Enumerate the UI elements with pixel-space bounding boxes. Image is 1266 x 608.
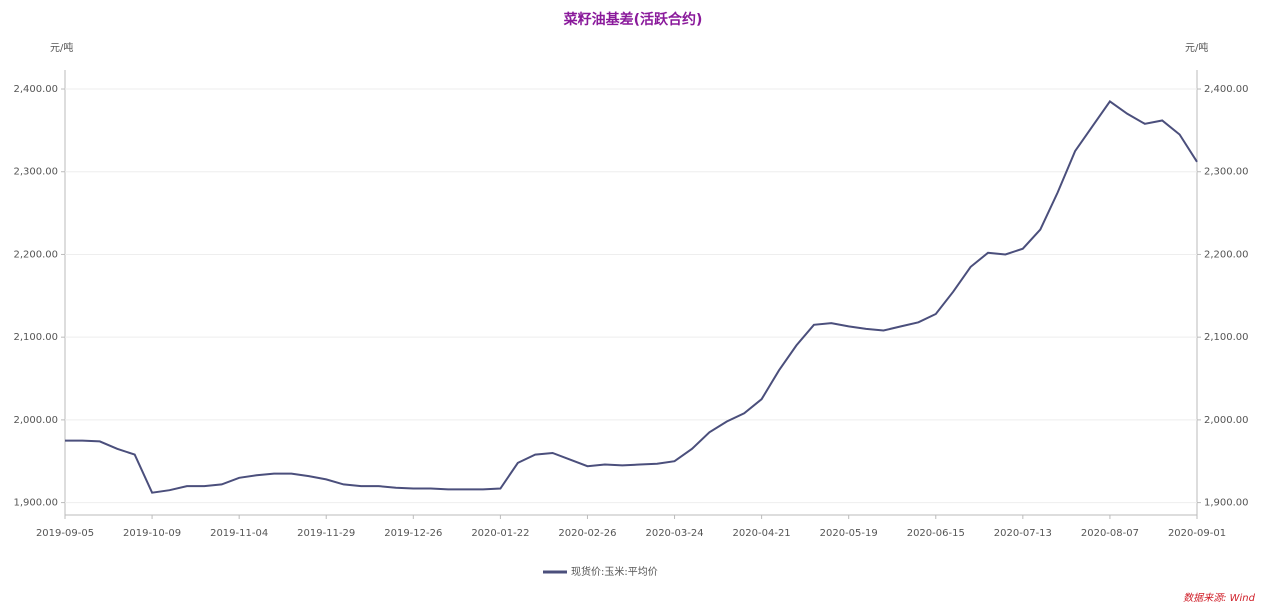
x-tick-label: 2020-07-13 <box>994 528 1052 539</box>
line-series <box>65 100 1198 494</box>
y-tick-label: 2,400.00 <box>13 84 58 95</box>
x-tick-label: 2020-05-19 <box>820 528 878 539</box>
x-tick-label: 2019-11-04 <box>210 528 268 539</box>
source: 数据来源: Wind <box>1183 592 1256 604</box>
legend-label: 现货价:玉米:平均价 <box>571 565 658 578</box>
x-tick-label: 2019-09-05 <box>36 528 94 539</box>
y2-tick-label: 2,100.00 <box>1204 332 1249 343</box>
y2-tick-label: 2,200.00 <box>1204 249 1249 260</box>
y2-tick-label: 2,000.00 <box>1204 415 1249 426</box>
x-tick-label: 2020-06-15 <box>907 528 965 539</box>
x-tick-label: 2019-11-29 <box>297 528 355 539</box>
y-unit: 元/吨 <box>50 41 73 54</box>
x-tick-label: 2020-01-22 <box>471 528 529 539</box>
y2-tick-label: 1,900.00 <box>1204 498 1249 509</box>
y2-tick-label: 2,300.00 <box>1204 167 1249 178</box>
y-tick-label: 2,000.00 <box>13 415 58 426</box>
x-tick-label: 2020-02-26 <box>558 528 616 539</box>
x-tick-label: 2020-09-01 <box>1168 528 1226 539</box>
x-tick-label: 2020-03-24 <box>645 528 703 539</box>
chart-title: 菜籽油基差(活跃合约) <box>563 11 703 28</box>
y-tick-label: 2,100.00 <box>13 332 58 343</box>
x-tick-label: 2019-10-09 <box>123 528 181 539</box>
x-tick-label: 2020-08-07 <box>1081 528 1139 539</box>
y2-tick-label: 2,400.00 <box>1204 84 1249 95</box>
x-tick-label: 2020-04-21 <box>733 528 791 539</box>
y-tick-label: 2,300.00 <box>13 167 58 178</box>
y2-unit: 元/吨 <box>1185 41 1208 54</box>
y-tick-label: 2,200.00 <box>13 249 58 260</box>
x-tick-label: 2019-12-26 <box>384 528 442 539</box>
y-tick-label: 1,900.00 <box>13 498 58 509</box>
